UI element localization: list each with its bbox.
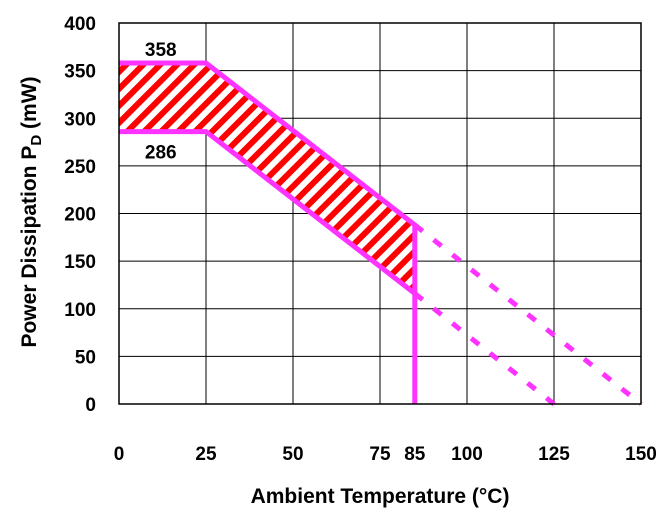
series-group xyxy=(119,60,643,406)
annotation-label: 286 xyxy=(145,143,177,164)
y-axis-title-subscript: D xyxy=(28,135,45,146)
x-tick-label: 150 xyxy=(625,444,657,465)
y-axis-title-unit: (mW) xyxy=(18,76,41,134)
y-tick-label: 0 xyxy=(85,395,96,416)
x-tick-label: 85 xyxy=(404,444,426,465)
series-line-3 xyxy=(413,222,643,406)
y-tick-label: 300 xyxy=(64,109,96,130)
series-line-1 xyxy=(119,60,418,404)
x-tick-label: 50 xyxy=(282,444,303,465)
y-tick-label: 250 xyxy=(64,157,96,178)
y-axis-title-main: Power Dissipation P xyxy=(18,146,41,348)
x-tick-label: 0 xyxy=(114,444,125,465)
x-tick-label: 125 xyxy=(538,444,570,465)
y-tick-label: 150 xyxy=(64,252,96,273)
series-line-4 xyxy=(413,291,556,406)
x-tick-label: 100 xyxy=(451,444,483,465)
series-line-2 xyxy=(119,129,417,296)
y-tick-label: 400 xyxy=(64,14,96,35)
annotations: 358 286 xyxy=(145,40,177,164)
y-tick-label: 50 xyxy=(75,347,96,368)
y-tick-label: 100 xyxy=(64,300,96,321)
plot-frame-group xyxy=(118,22,642,405)
annotation-label: 358 xyxy=(145,40,177,61)
y-axis-title: Power Dissipation PD (mW) xyxy=(18,76,45,347)
x-tick-label: 25 xyxy=(195,444,217,465)
y-tick-label: 350 xyxy=(64,62,96,83)
x-tick-label: 75 xyxy=(369,444,391,465)
y-tick-label: 200 xyxy=(64,205,96,226)
x-axis-title: Ambient Temperature (°C) xyxy=(251,485,510,508)
plot-frame xyxy=(118,22,642,405)
tick-labels: 0 50 100 150 200 250 300 350 400 0 25 50 75 85 100 125 1… xyxy=(64,14,657,465)
